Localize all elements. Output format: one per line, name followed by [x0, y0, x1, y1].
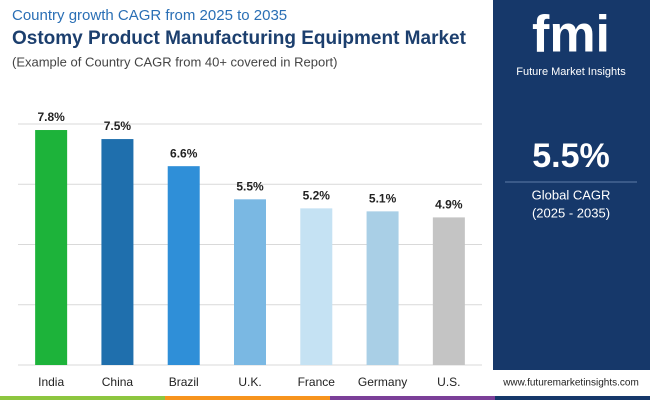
- x-tick-label: France: [298, 375, 336, 389]
- stripe: [0, 396, 165, 400]
- value-label: 7.5%: [104, 119, 132, 133]
- global-cagr-value: 5.5%: [532, 137, 610, 175]
- global-cagr-period: (2025 - 2035): [532, 205, 610, 220]
- stripe: [165, 396, 330, 400]
- bar: [167, 166, 200, 365]
- bar: [366, 211, 399, 365]
- stripe: [495, 396, 650, 400]
- stripe: [330, 396, 495, 400]
- supertitle: Country growth CAGR from 2025 to 2035: [12, 7, 287, 24]
- value-label: 7.8%: [37, 110, 65, 124]
- value-label: 6.6%: [170, 146, 198, 160]
- side-panel: [493, 0, 650, 370]
- website: www.futuremarketinsights.com: [502, 378, 639, 389]
- value-label: 5.5%: [236, 179, 264, 193]
- logo: fmi: [532, 6, 610, 64]
- x-tick-label: U.S.: [437, 375, 460, 389]
- x-tick-label: U.K.: [238, 375, 261, 389]
- x-tick-label: China: [102, 375, 134, 389]
- subtitle: (Example of Country CAGR from 40+ covere…: [12, 54, 338, 69]
- x-tick-label: Brazil: [169, 375, 199, 389]
- value-label: 4.9%: [435, 198, 463, 212]
- value-label: 5.1%: [369, 192, 397, 206]
- value-label: 5.2%: [303, 189, 331, 203]
- bar: [432, 217, 465, 365]
- brand: Future Market Insights: [516, 66, 626, 78]
- chart-title: Ostomy Product Manufacturing Equipment M…: [12, 28, 467, 49]
- bar: [234, 199, 266, 365]
- x-tick-label: Germany: [358, 375, 407, 389]
- bar: [35, 130, 68, 365]
- global-cagr-label: Global CAGR: [532, 187, 611, 202]
- bar: [300, 208, 333, 365]
- x-tick-label: India: [38, 375, 64, 389]
- bar: [101, 139, 134, 365]
